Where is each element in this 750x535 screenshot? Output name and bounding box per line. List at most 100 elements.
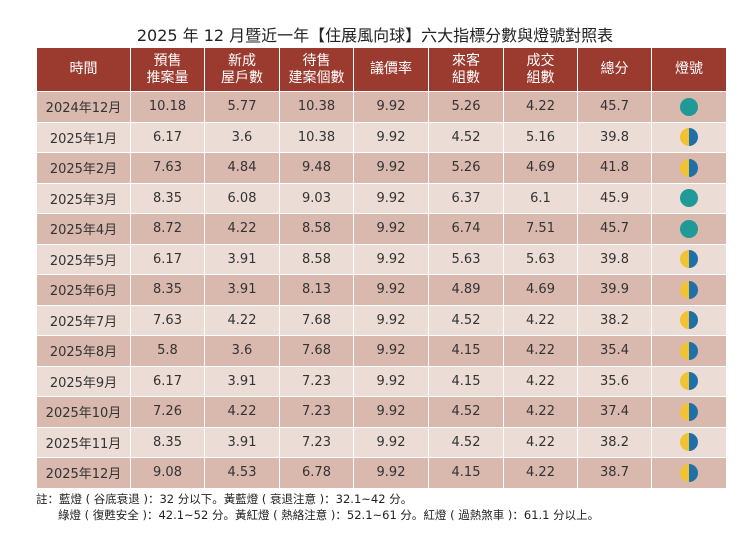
table-cell: 4.22 bbox=[503, 335, 578, 367]
table-cell: 5.77 bbox=[204, 91, 280, 123]
signal-cell bbox=[651, 365, 727, 397]
signal-cell bbox=[651, 213, 727, 245]
table-cell: 38.2 bbox=[577, 304, 652, 336]
table-cell: 38.7 bbox=[577, 457, 652, 489]
signal-cell bbox=[651, 396, 727, 428]
header-text: 時間 bbox=[69, 61, 98, 77]
table-cell: 4.22 bbox=[204, 396, 280, 428]
table-cell: 2025年1月 bbox=[36, 121, 131, 153]
table-cell: 9.92 bbox=[353, 152, 429, 184]
yellow-blue-lamp-icon bbox=[680, 128, 698, 147]
table-cell: 6.37 bbox=[428, 182, 504, 214]
signal-cell bbox=[651, 274, 727, 306]
column-header: 成交 組數 bbox=[503, 47, 578, 92]
table-cell: 8.35 bbox=[130, 182, 205, 214]
column-header: 待售 建案個數 bbox=[279, 47, 354, 92]
table-cell: 8.13 bbox=[279, 274, 354, 306]
column-header: 時間 bbox=[36, 47, 131, 92]
table-cell: 8.35 bbox=[130, 426, 205, 458]
table-cell: 2025年4月 bbox=[36, 213, 131, 245]
table-cell: 5.63 bbox=[428, 243, 504, 275]
table-cell: 3.91 bbox=[204, 274, 280, 306]
table-cell: 35.4 bbox=[577, 335, 652, 367]
header-text: 屋戶數 bbox=[221, 69, 263, 86]
table-cell: 9.92 bbox=[353, 396, 429, 428]
table-cell: 4.22 bbox=[204, 304, 280, 336]
table-cell: 9.92 bbox=[353, 274, 429, 306]
table-cell: 8.58 bbox=[279, 243, 354, 275]
table-cell: 2025年8月 bbox=[36, 335, 131, 367]
header-text: 預售 bbox=[153, 52, 182, 69]
table-cell: 8.35 bbox=[130, 274, 205, 306]
table-cell: 5.8 bbox=[130, 335, 205, 367]
table-cell: 9.48 bbox=[279, 152, 354, 184]
table-cell: 4.52 bbox=[428, 426, 504, 458]
yellow-blue-lamp-icon bbox=[680, 250, 698, 269]
table-cell: 2025年2月 bbox=[36, 152, 131, 184]
table-cell: 5.26 bbox=[428, 152, 504, 184]
page-title: 2025 年 12 月暨近一年【住展風向球】六大指標分數與燈號對照表 bbox=[136, 26, 614, 45]
yellow-blue-lamp-icon bbox=[680, 158, 698, 177]
table-row: 2025年9月 6.17 3.91 7.23 9.92 4.15 4.22 35.6 bbox=[36, 365, 727, 397]
signal-cell bbox=[651, 457, 727, 489]
signal-cell bbox=[651, 426, 727, 458]
table-cell: 9.92 bbox=[353, 457, 429, 489]
table-row: 2025年11月 8.35 3.91 7.23 9.92 4.52 4.22 38.2 bbox=[36, 426, 727, 458]
table-cell: 7.68 bbox=[279, 335, 354, 367]
table-row: 2024年12月 10.18 5.77 10.38 9.92 5.26 4.22 45.7 bbox=[36, 91, 727, 123]
yellow-blue-lamp-icon bbox=[680, 280, 698, 299]
table-cell: 4.52 bbox=[428, 121, 504, 153]
table-cell: 4.15 bbox=[428, 365, 504, 397]
table-cell: 6.17 bbox=[130, 243, 205, 275]
column-header: 燈號 bbox=[651, 47, 727, 92]
table-cell: 5.63 bbox=[503, 243, 578, 275]
table-cell: 10.18 bbox=[130, 91, 205, 123]
table-cell: 6.17 bbox=[130, 365, 205, 397]
signal-cell bbox=[651, 182, 727, 214]
header-text: 新成 bbox=[228, 52, 256, 69]
green-lamp-icon bbox=[680, 219, 698, 238]
indicator-table: 時間 預售 推案量 新成 屋戶數 待售 建案個數 議價率 來客 組數 成交 組數 總分 燈號 2024年1… bbox=[36, 47, 727, 489]
table-cell: 2025年12月 bbox=[36, 457, 131, 489]
yellow-blue-lamp-icon bbox=[680, 463, 698, 482]
table-cell: 39.8 bbox=[577, 243, 652, 275]
table-cell: 6.1 bbox=[503, 182, 578, 214]
column-header: 總分 bbox=[577, 47, 652, 92]
yellow-blue-lamp-icon bbox=[680, 311, 698, 330]
signal-cell bbox=[651, 91, 727, 123]
note-line-1: 註：藍燈 ( 谷底衰退 )：32 分以下。黃藍燈 ( 衰退注意 )：32.1~4… bbox=[36, 492, 413, 506]
header-text: 議價率 bbox=[370, 61, 412, 77]
table-cell: 6.08 bbox=[204, 182, 280, 214]
table-cell: 2024年12月 bbox=[36, 91, 131, 123]
table-row: 2025年2月 7.63 4.84 9.48 9.92 5.26 4.69 41.8 bbox=[36, 152, 727, 184]
table-row: 2025年5月 6.17 3.91 8.58 9.92 5.63 5.63 39.8 bbox=[36, 243, 727, 275]
table-cell: 39.8 bbox=[577, 121, 652, 153]
table-header-row: 時間 預售 推案量 新成 屋戶數 待售 建案個數 議價率 來客 組數 成交 組數 總分 燈號 bbox=[36, 47, 727, 92]
table-cell: 2025年5月 bbox=[36, 243, 131, 275]
yellow-blue-lamp-icon bbox=[680, 433, 698, 452]
table-cell: 10.38 bbox=[279, 121, 354, 153]
column-header: 來客 組數 bbox=[428, 47, 504, 92]
signal-cell bbox=[651, 304, 727, 336]
table-cell: 9.92 bbox=[353, 182, 429, 214]
note-line-2: 綠燈 ( 復甦安全 )：42.1~52 分。黃紅燈 ( 熱絡注意 )：52.1~… bbox=[58, 508, 600, 522]
table-cell: 3.6 bbox=[204, 335, 280, 367]
table-row: 2025年4月 8.72 4.22 8.58 9.92 6.74 7.51 45.7 bbox=[36, 213, 727, 245]
table-cell: 10.38 bbox=[279, 91, 354, 123]
table-cell: 4.22 bbox=[503, 396, 578, 428]
table-cell: 9.92 bbox=[353, 243, 429, 275]
table-cell: 39.9 bbox=[577, 274, 652, 306]
table-cell: 4.89 bbox=[428, 274, 504, 306]
table-cell: 9.92 bbox=[353, 426, 429, 458]
table-row: 2025年3月 8.35 6.08 9.03 9.92 6.37 6.1 45.9 bbox=[36, 182, 727, 214]
header-text: 組數 bbox=[526, 69, 555, 86]
table-cell: 9.92 bbox=[353, 213, 429, 245]
table-cell: 7.23 bbox=[279, 426, 354, 458]
table-cell: 3.6 bbox=[204, 121, 280, 153]
table-row: 2025年8月 5.8 3.6 7.68 9.92 4.15 4.22 35.4 bbox=[36, 335, 727, 367]
table-cell: 7.68 bbox=[279, 304, 354, 336]
table-cell: 9.03 bbox=[279, 182, 354, 214]
table-cell: 7.23 bbox=[279, 396, 354, 428]
table-cell: 4.69 bbox=[503, 152, 578, 184]
table-cell: 6.17 bbox=[130, 121, 205, 153]
